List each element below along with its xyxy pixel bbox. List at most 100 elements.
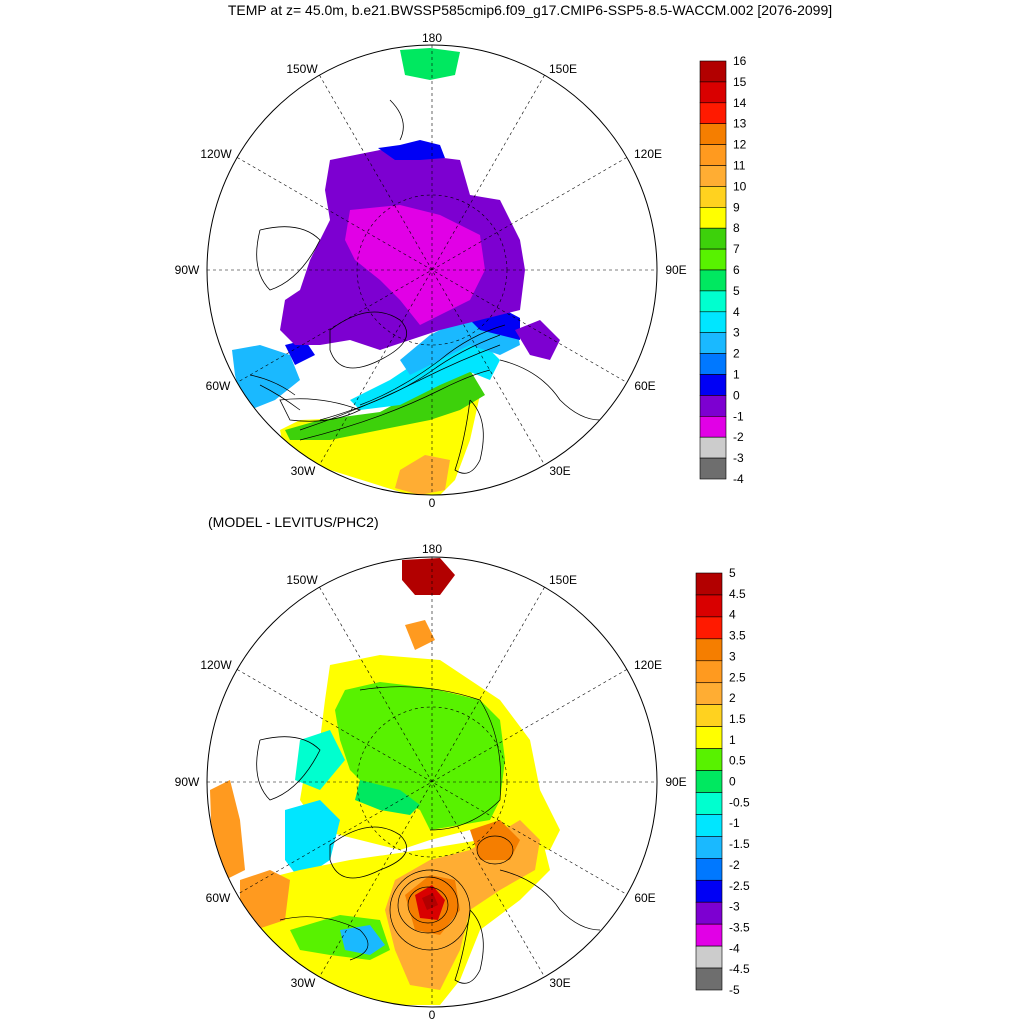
bot-lon-label-30e: 30E	[549, 976, 570, 990]
top-colorbar-swatch	[699, 60, 727, 83]
bottom-colorbar-tick-label: -0.5	[729, 795, 750, 809]
bottom-colorbar-tick-label: 1.5	[729, 712, 746, 726]
difference-subtitle: (MODEL - LEVITUS/PHC2)	[208, 514, 379, 530]
top-map-border	[206, 44, 658, 496]
top-colorbar-tick-label: 5	[733, 284, 740, 298]
top-colorbar-swatch	[699, 81, 727, 104]
top-lon-label-180: 180	[422, 31, 442, 45]
bottom-colorbar-swatch	[695, 616, 723, 640]
bottom-colorbar-swatch	[695, 836, 723, 859]
bot-canada-cyan	[285, 800, 340, 880]
top-colorbar-swatch	[699, 207, 727, 229]
bottom-colorbar-swatch	[695, 923, 723, 947]
bottom-colorbar-swatch	[695, 945, 723, 969]
top-colorbar-tick-label: 3	[733, 326, 740, 340]
bottom-colorbar-swatch	[695, 770, 723, 793]
top-lon-label-150e: 150E	[549, 62, 577, 76]
top-colorbar-tick-label: 10	[733, 179, 747, 193]
top-colorbar-swatch	[699, 248, 727, 271]
bottom-colorbar-swatch	[695, 967, 723, 991]
bottom-colorbar-swatch	[695, 726, 723, 749]
top-colorbar-tick-label: 4	[733, 305, 740, 319]
top-colorbar-tick-label: 0	[733, 388, 740, 402]
bottom-colorbar-tick-label: -1	[729, 816, 740, 830]
bottom-colorbar-swatch	[695, 901, 723, 925]
top-polar-map	[207, 45, 657, 495]
bottom-colorbar-tick-label: -1.5	[729, 837, 750, 851]
top-colorbar-tick-label: 8	[733, 221, 740, 235]
top-colorbar-tick-label: -2	[733, 430, 744, 444]
bot-lon-label-0: 0	[429, 1008, 436, 1022]
bot-lon-label-120w: 120W	[200, 658, 232, 672]
top-colorbar-swatch	[699, 353, 727, 375]
top-colorbar-swatch	[699, 165, 727, 187]
bottom-colorbar-tick-label: -4.5	[729, 962, 750, 976]
top-colorbar-tick-label: 13	[733, 117, 747, 131]
top-colorbar-swatch	[699, 290, 727, 313]
bottom-colorbar: 5 4.5 4 3.5 3 2.5 2 1.5 1 0.5 0 -0.5 -1 -1.5 -2 -2.5 -3 -…	[695, 566, 750, 997]
bottom-colorbar-tick-label: -2	[729, 858, 740, 872]
bot-baffin-orange	[240, 870, 290, 930]
bot-arctic-green	[335, 682, 505, 830]
bottom-colorbar-tick-label: 5	[729, 566, 736, 580]
top-lon-label-30e: 30E	[549, 464, 570, 478]
top-colorbar-tick-label: 1	[733, 368, 740, 382]
top-colorbar-swatch	[699, 311, 727, 333]
top-colorbar-tick-label: 7	[733, 242, 740, 256]
top-lon-label-60w: 60W	[206, 379, 231, 393]
bot-barents-orange	[470, 820, 520, 860]
top-siberia-violet	[515, 320, 560, 360]
bot-lon-label-180: 180	[422, 542, 442, 556]
top-colorbar-swatch	[699, 186, 727, 208]
bot-lon-label-150e: 150E	[549, 573, 577, 587]
bot-blue-band	[340, 925, 385, 955]
bottom-colorbar-swatch	[695, 879, 723, 903]
bottom-colorbar-tick-label: -3.5	[729, 920, 750, 934]
top-labrador-cyan	[232, 345, 300, 410]
bottom-colorbar-tick-label: 2	[729, 691, 736, 705]
top-colorbar-tick-label: 6	[733, 263, 740, 277]
bot-lon-label-30w: 30W	[291, 976, 316, 990]
top-colorbar-swatch	[699, 374, 727, 396]
top-lon-label-120e: 120E	[634, 147, 662, 161]
top-lon-label-60e: 60E	[634, 379, 655, 393]
bottom-colorbar-swatch	[695, 594, 723, 618]
bot-lon-label-120e: 120E	[634, 658, 662, 672]
top-atlantic-orange	[395, 455, 450, 495]
bottom-colorbar-swatch	[695, 704, 723, 727]
top-colorbar-swatch	[699, 332, 727, 354]
bottom-colorbar-tick-label: -4	[729, 941, 740, 955]
bot-atlantic-darkred	[422, 893, 438, 910]
bottom-colorbar-tick-label: 4.5	[729, 587, 746, 601]
bot-lon-label-90e: 90E	[665, 775, 686, 789]
bottom-colorbar-tick-label: 3.5	[729, 629, 746, 643]
top-colorbar-swatch	[699, 102, 727, 125]
bottom-colorbar-tick-label: -2.5	[729, 879, 750, 893]
bottom-map-border	[206, 556, 658, 1008]
top-longitude-labels: 180 150W 150E 120W 120E 90W 90E 60W 60E …	[175, 31, 687, 510]
top-colorbar-swatch	[699, 123, 727, 145]
bot-arctic-lightgreen	[355, 780, 420, 815]
top-colorbar-swatch	[699, 436, 727, 459]
top-lon-label-150w: 150W	[286, 62, 318, 76]
top-labrador-blue	[285, 340, 315, 365]
bot-canada-cyan2	[295, 730, 345, 790]
bot-lon-label-60e: 60E	[634, 891, 655, 905]
top-lon-label-90w: 90W	[175, 263, 200, 277]
bottom-colorbar-swatch	[695, 748, 723, 771]
bot-bering-darkred	[402, 558, 455, 595]
top-colorbar-tick-label: 16	[733, 54, 747, 68]
top-bering-blue	[378, 140, 445, 160]
bottom-colorbar-swatch	[695, 814, 723, 837]
top-bering-green	[400, 48, 460, 80]
top-colorbar-tick-label: 2	[733, 347, 740, 361]
bot-lon-label-60w: 60W	[206, 891, 231, 905]
top-arctic-magenta	[345, 205, 485, 325]
bottom-colorbar-tick-label: -3	[729, 900, 740, 914]
bottom-colorbar-swatch	[695, 638, 723, 662]
top-colorbar-swatch	[699, 395, 727, 417]
bot-bering-orange	[405, 620, 435, 650]
bot-lon-label-150w: 150W	[286, 573, 318, 587]
